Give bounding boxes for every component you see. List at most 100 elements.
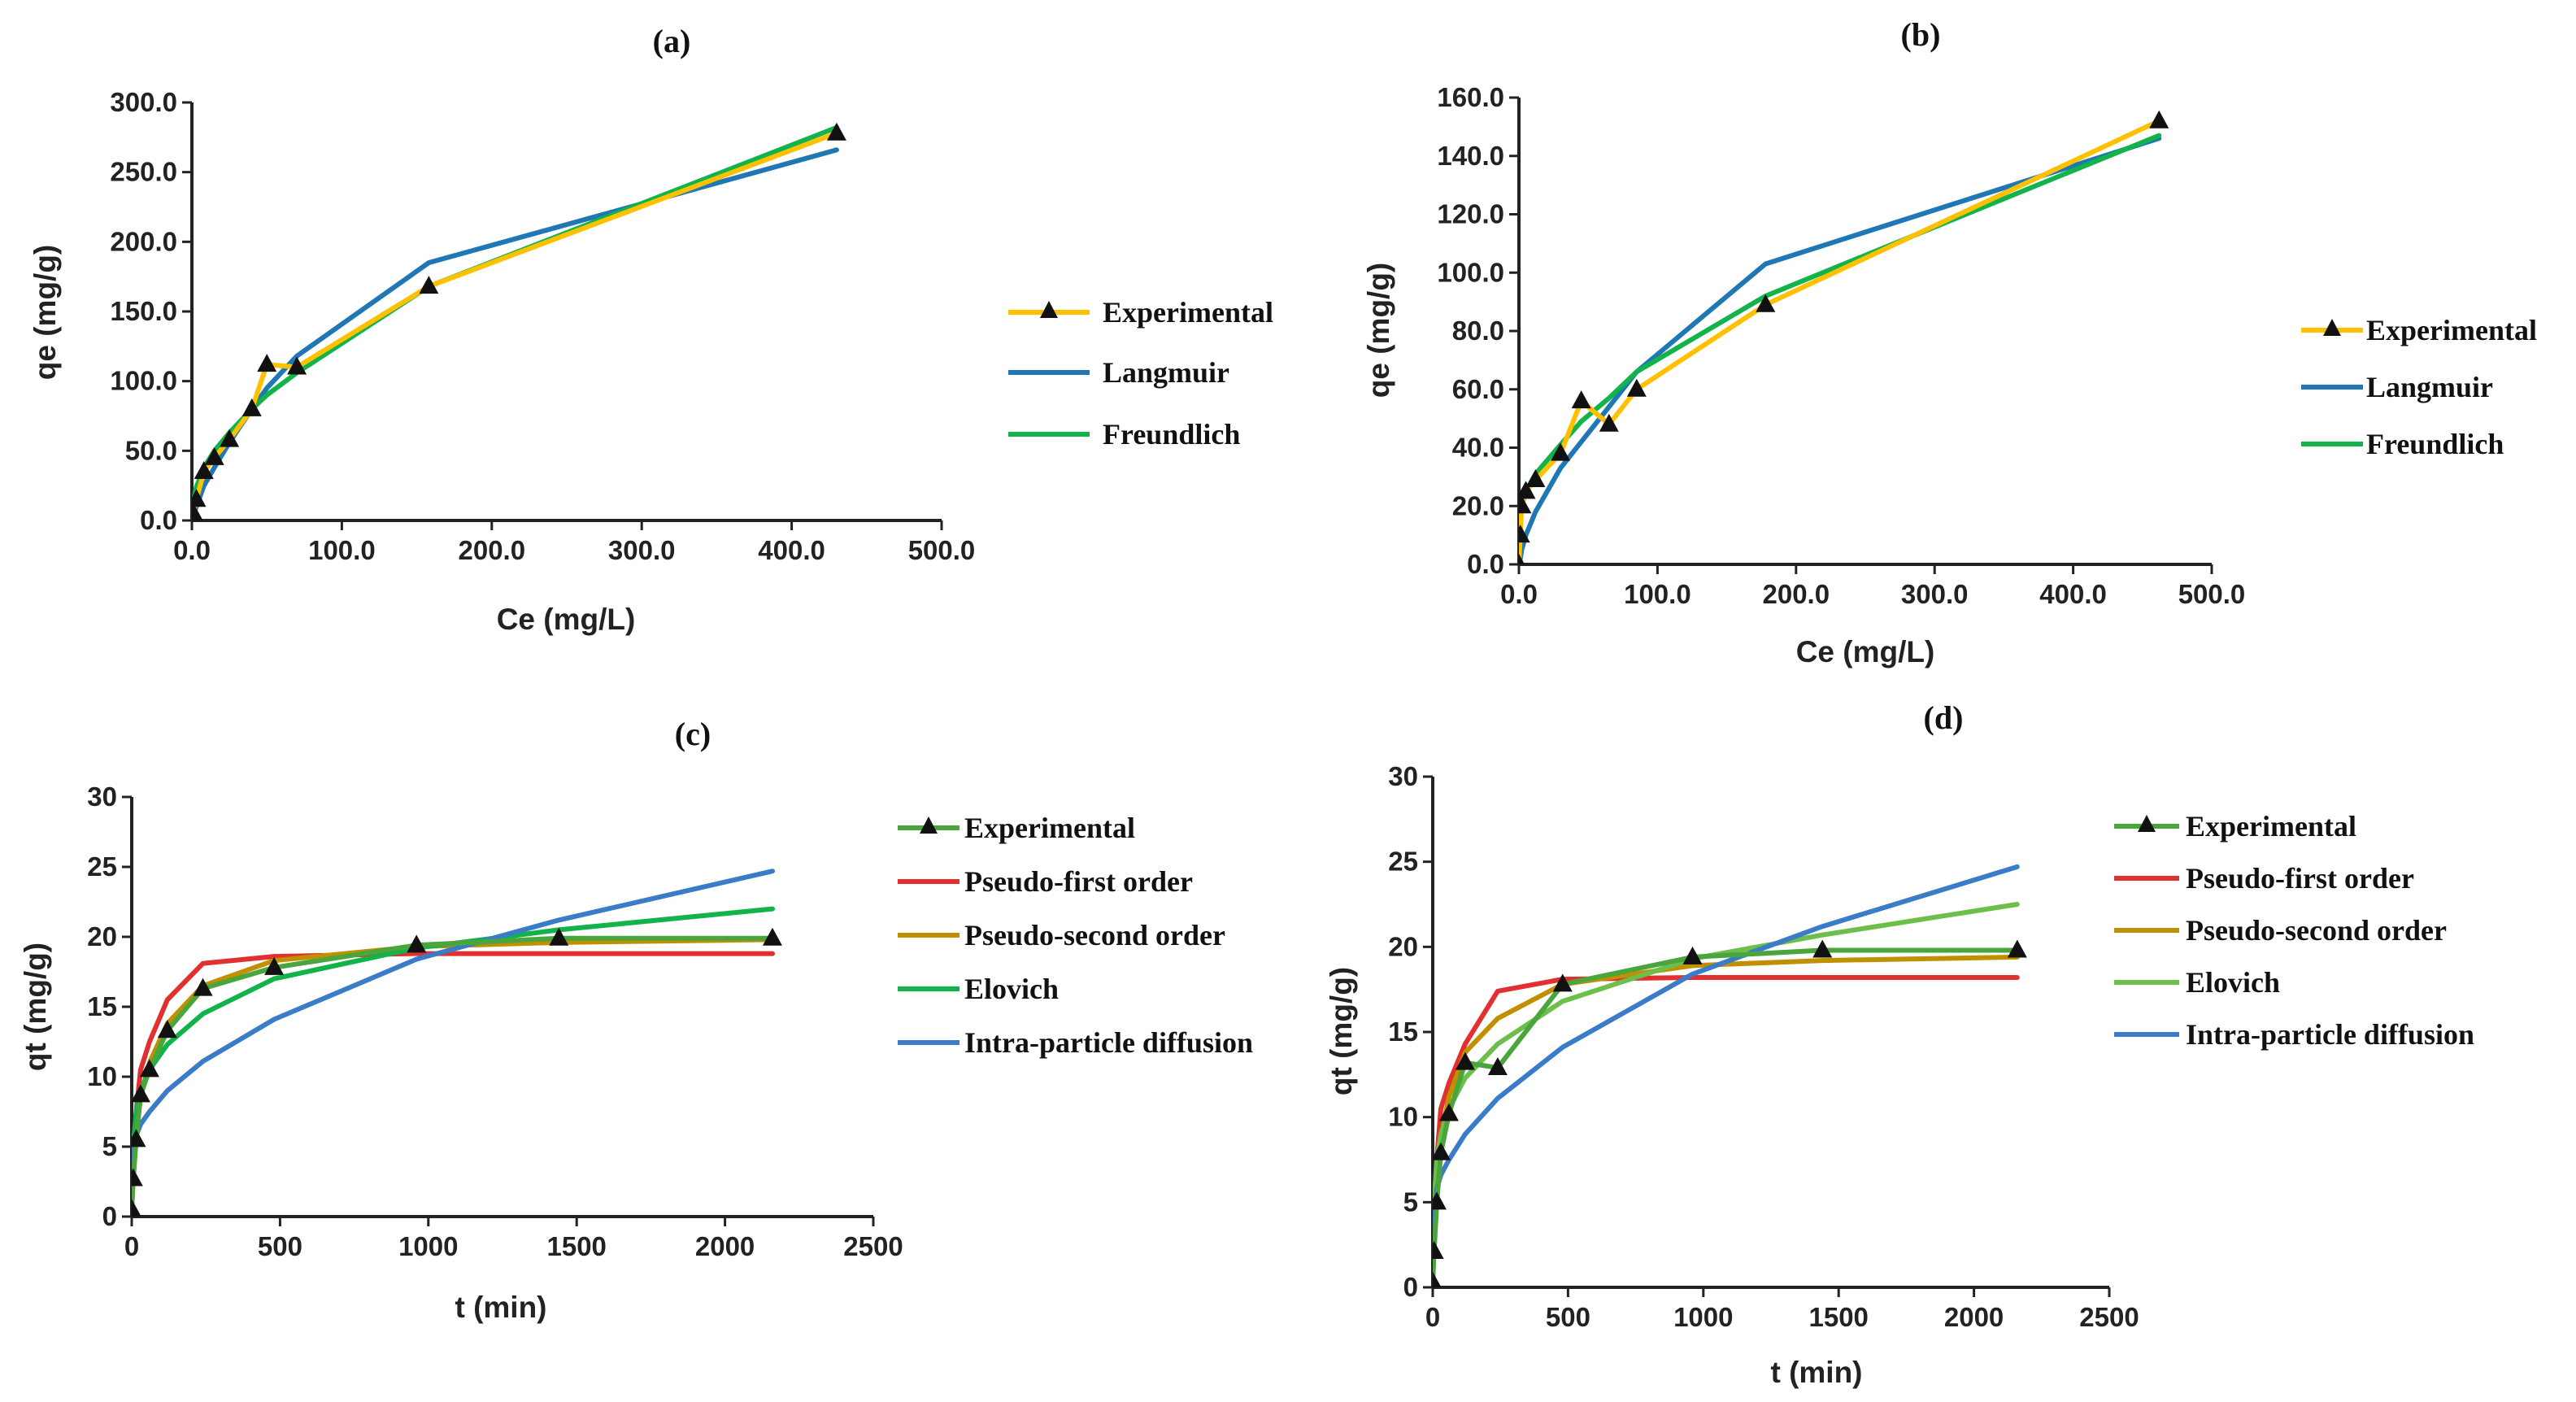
data-point-experimental bbox=[132, 1129, 146, 1147]
x-tick-label: 0.0 bbox=[173, 535, 211, 565]
x-tick-label: 500.0 bbox=[2178, 579, 2246, 609]
panel-c-title: (c) bbox=[675, 716, 711, 752]
legend-b-freundlich-label: Freundlich bbox=[2366, 428, 2504, 460]
panel-d-title: (d) bbox=[1924, 699, 1964, 736]
x-tick-label: 300.0 bbox=[1901, 579, 1969, 609]
panel-c: (c) t (min) qt (mg/g) 0 500 1000 1500 2000 25… bbox=[19, 716, 1253, 1324]
y-tick-label: 10 bbox=[1388, 1102, 1418, 1132]
data-point-experimental bbox=[1519, 525, 1530, 543]
series-line-freundlich bbox=[1519, 133, 2162, 564]
data-point-experimental bbox=[1682, 946, 1703, 964]
y-tick-label: 50.0 bbox=[125, 435, 177, 465]
x-tick-label: 100.0 bbox=[308, 535, 376, 565]
x-tick-label: 200.0 bbox=[459, 535, 526, 565]
data-point-experimental bbox=[1519, 554, 1525, 564]
data-point-experimental bbox=[1433, 1142, 1451, 1160]
x-tick-label: 2500 bbox=[843, 1231, 903, 1261]
x-tick-label: 0 bbox=[1425, 1302, 1440, 1332]
y-tick-label: 15 bbox=[87, 991, 117, 1021]
panel-b-xlabel: Ce (mg/L) bbox=[1796, 635, 1935, 668]
x-tick-label: 500 bbox=[1546, 1302, 1590, 1332]
data-point-experimental bbox=[1626, 378, 1647, 397]
legend-d-elovich-label: Elovich bbox=[2186, 966, 2280, 999]
series-line-intra-particle-diffusion bbox=[132, 869, 775, 1213]
legend-a-experimental: Experimental bbox=[1008, 296, 1273, 329]
series-line-experimental bbox=[1519, 118, 2162, 564]
legend-a-experimental-label: Experimental bbox=[1103, 296, 1273, 329]
legend-d-experimental-marker bbox=[2138, 815, 2156, 832]
panel-b-axes: 0.0 100.0 200.0 300.0 400.0 500.0 0.0 20.0 40.0 6… bbox=[1437, 82, 2245, 609]
x-tick-label: 300.0 bbox=[608, 535, 676, 565]
data-point-experimental bbox=[132, 1199, 141, 1217]
panel-d-plot-area bbox=[1433, 864, 2027, 1287]
data-point-experimental bbox=[194, 461, 214, 480]
panel-c-legend: Experimental Pseudo-first order Pseudo-s… bbox=[898, 812, 1253, 1059]
data-point-experimental bbox=[549, 927, 569, 946]
legend-b-langmuir-label: Langmuir bbox=[2366, 371, 2493, 403]
y-tick-label: 140.0 bbox=[1437, 141, 1504, 171]
legend-a-langmuir: Langmuir bbox=[1008, 356, 1229, 389]
legend-b-experimental-marker bbox=[2323, 319, 2341, 336]
x-tick-label: 1000 bbox=[398, 1231, 458, 1261]
y-tick-label: 25 bbox=[1388, 847, 1418, 877]
legend-a-langmuir-label: Langmuir bbox=[1103, 356, 1229, 389]
legend-d-elovich: Elovich bbox=[2114, 966, 2280, 999]
x-tick-label: 500.0 bbox=[908, 535, 976, 565]
data-point-experimental bbox=[2149, 110, 2169, 128]
legend-c-pso-label: Pseudo-second order bbox=[964, 919, 1225, 951]
data-point-experimental bbox=[257, 354, 277, 372]
panel-d-ticks: 0 500 1000 1500 2000 2500 0 5 10 15 20 25 30 bbox=[1388, 761, 2139, 1332]
y-tick-label: 40.0 bbox=[1452, 433, 1504, 463]
data-point-experimental bbox=[1438, 1103, 1459, 1121]
x-tick-label: 400.0 bbox=[758, 535, 825, 565]
legend-b-freundlich: Freundlich bbox=[2301, 428, 2504, 460]
series-line-intra-particle-diffusion bbox=[1433, 864, 2020, 1285]
x-tick-label: 2000 bbox=[695, 1231, 755, 1261]
data-point-experimental bbox=[193, 977, 213, 996]
x-tick-label: 500 bbox=[258, 1231, 302, 1261]
data-point-experimental bbox=[264, 956, 285, 975]
y-tick-label: 5 bbox=[1403, 1186, 1418, 1217]
legend-c-experimental: Experimental bbox=[898, 812, 1135, 844]
legend-c-pseudo-second-order: Pseudo-second order bbox=[898, 919, 1225, 951]
y-tick-label: 5 bbox=[102, 1131, 117, 1161]
data-point-experimental bbox=[132, 1084, 150, 1103]
y-tick-label: 25 bbox=[87, 851, 117, 882]
panel-a-ylabel: qe (mg/g) bbox=[28, 245, 62, 380]
data-point-experimental bbox=[204, 446, 224, 465]
legend-d-experimental: Experimental bbox=[2114, 810, 2356, 843]
panel-a-axes: 0.0 100.0 200.0 300.0 400.0 500.0 0.0 50.0 100.0… bbox=[110, 87, 975, 565]
panel-b-ylabel: qe (mg/g) bbox=[1362, 263, 1395, 398]
data-point-experimental bbox=[242, 398, 262, 416]
data-point-experimental bbox=[192, 503, 203, 520]
data-point-experimental bbox=[132, 1168, 143, 1186]
x-tick-label: 2000 bbox=[1944, 1302, 2004, 1332]
legend-d-experimental-label: Experimental bbox=[2186, 810, 2356, 843]
panel-d-xlabel: t (min) bbox=[1770, 1356, 1862, 1389]
panel-c-axes: 0 500 1000 1500 2000 2500 0 5 10 15 20 25 30 bbox=[87, 782, 903, 1261]
panel-c-ylabel: qt (mg/g) bbox=[19, 943, 52, 1071]
series-line-experimental bbox=[192, 130, 839, 520]
y-tick-label: 200.0 bbox=[110, 226, 177, 256]
x-tick-label: 1500 bbox=[1808, 1302, 1868, 1332]
x-tick-label: 1500 bbox=[546, 1231, 606, 1261]
legend-d-intra-particle: Intra-particle diffusion bbox=[2114, 1018, 2474, 1051]
data-point-experimental bbox=[1551, 442, 1571, 461]
x-tick-label: 0.0 bbox=[1500, 579, 1538, 609]
legend-c-elovich-label: Elovich bbox=[964, 973, 1059, 1005]
legend-b-experimental-label: Experimental bbox=[2366, 314, 2537, 346]
panel-a-xlabel: Ce (mg/L) bbox=[497, 603, 636, 636]
x-tick-label: 0 bbox=[124, 1231, 139, 1261]
legend-c-experimental-label: Experimental bbox=[964, 812, 1135, 844]
panel-a-plot-area bbox=[192, 122, 846, 520]
legend-d-ipd-label: Intra-particle diffusion bbox=[2186, 1018, 2474, 1051]
data-point-experimental bbox=[1455, 1052, 1475, 1070]
y-tick-label: 0 bbox=[102, 1201, 117, 1231]
legend-c-elovich: Elovich bbox=[898, 973, 1059, 1005]
data-point-experimental bbox=[1756, 294, 1776, 312]
y-tick-label: 0.0 bbox=[140, 505, 177, 535]
legend-b-experimental: Experimental bbox=[2301, 314, 2537, 346]
panel-a-title: (a) bbox=[653, 23, 691, 59]
panel-a: (a) Ce (mg/L) qe (mg/g) 0.0 100.0 200.0 300… bbox=[28, 23, 1273, 636]
y-tick-label: 160.0 bbox=[1437, 82, 1504, 112]
